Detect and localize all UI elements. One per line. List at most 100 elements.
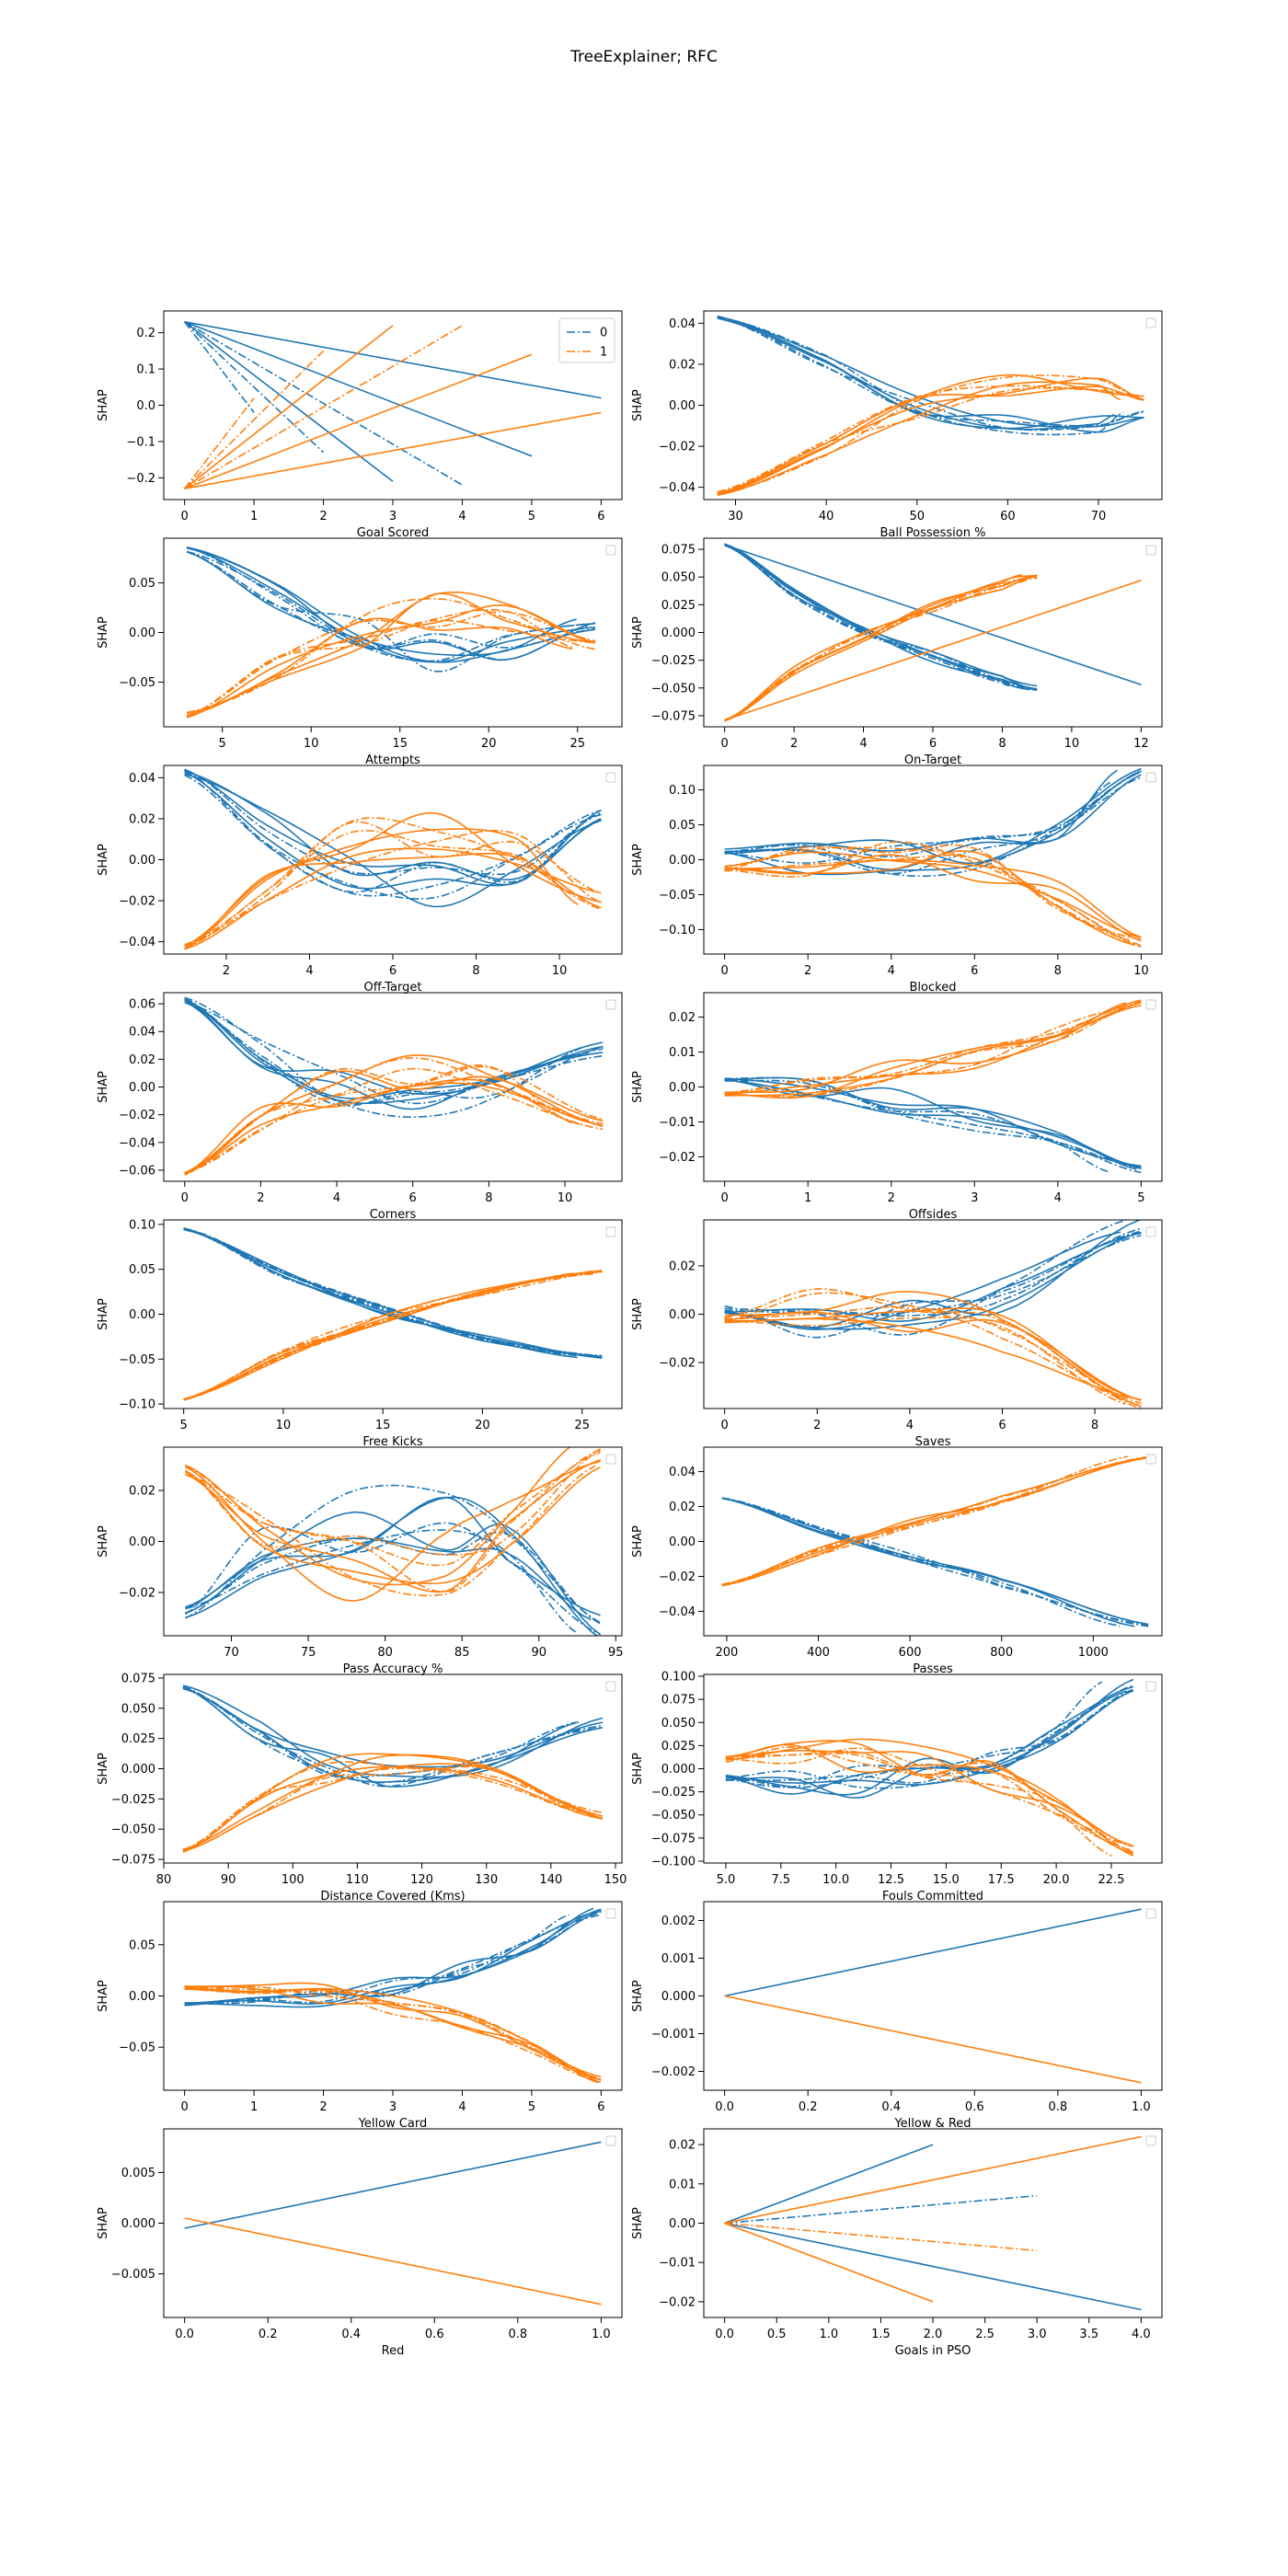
series-0-line — [724, 544, 1038, 692]
series-1-line — [184, 1460, 601, 1602]
series-1-line — [184, 325, 463, 489]
y-tick-label: −0.10 — [119, 1398, 155, 1412]
x-tick-label: 17.5 — [988, 1873, 1015, 1887]
series-0-line — [184, 1909, 602, 2006]
x-tick-label: 600 — [899, 1646, 922, 1660]
x-tick-label: 4.0 — [1132, 2328, 1151, 2341]
y-axis-label: SHAP — [631, 1753, 645, 1785]
series-1-line — [184, 829, 575, 949]
series-0-line — [721, 1497, 1149, 1626]
series-0-line — [184, 997, 604, 1107]
x-tick-label: 25 — [569, 737, 585, 751]
y-tick-label: 0.00 — [669, 854, 696, 868]
series-0-lines — [721, 1497, 1149, 1627]
x-tick-label: 1.0 — [1132, 2100, 1151, 2114]
x-tick-label: 400 — [807, 1646, 830, 1660]
series-1-line — [183, 1271, 603, 1400]
y-axis-label: SHAP — [631, 1071, 645, 1103]
series-0-lines — [724, 2144, 1142, 2311]
series-0-line — [724, 2144, 934, 2225]
y-tick-label: 0.00 — [669, 1081, 696, 1095]
x-tick-label: 15 — [375, 1419, 391, 1432]
plot-area — [724, 767, 1142, 948]
series-0-line — [184, 999, 604, 1110]
series-1-lines — [184, 811, 602, 950]
y-axis-label: SHAP — [631, 616, 645, 649]
series-1-line — [724, 574, 1038, 722]
series-0-line — [724, 1908, 1142, 1997]
x-axis-label: Corners — [370, 1208, 417, 1222]
plot-area — [183, 321, 602, 489]
x-tick-label: 6 — [929, 737, 937, 751]
series-1-line — [724, 1002, 1127, 1094]
series-0-line — [717, 317, 1115, 431]
series-1-line — [725, 1743, 1133, 1847]
x-tick-label: 2 — [319, 510, 327, 523]
series-0-line — [184, 1001, 590, 1119]
series-1-line — [725, 1750, 1134, 1854]
series-0-lines — [725, 1678, 1134, 1799]
y-axis-label: SHAP — [97, 1753, 110, 1785]
y-tick-label: 0.002 — [661, 1915, 696, 1928]
x-tick-label: 10 — [1064, 737, 1080, 751]
series-1-lines — [184, 1054, 604, 1176]
y-tick-label: −0.100 — [651, 1855, 696, 1869]
series-1-lines — [183, 325, 602, 489]
series-0-line — [184, 770, 602, 881]
series-1-line — [724, 1317, 1142, 1401]
subplot-3: 5 10 15 20 25 −0.05 0.00 0.05 Attempts SHAP — [97, 537, 623, 767]
series-0-line — [184, 1910, 602, 2005]
series-1-line — [184, 1082, 604, 1175]
series-0-line — [184, 773, 602, 908]
y-tick-label: 0.04 — [129, 1026, 155, 1040]
series-1-line — [717, 385, 1144, 494]
subplot-8: 0 1 2 3 4 5 −0.02 −0.01 0.00 0.01 0.02 Offsides SHAP — [631, 992, 1163, 1222]
x-tick-label: 0.6 — [965, 2100, 984, 2114]
y-tick-label: −0.02 — [659, 1357, 696, 1371]
y-axis-label: SHAP — [97, 1525, 110, 1558]
x-axis-label: Free Kicks — [362, 1435, 423, 1449]
series-0-line — [724, 1077, 1142, 1167]
x-tick-label: 1 — [250, 510, 258, 523]
series-1-line — [724, 851, 1142, 939]
x-tick-label: 0.5 — [767, 2328, 787, 2341]
series-0-line — [724, 767, 1142, 865]
series-1-line — [717, 381, 1121, 497]
subplot-12: 200 400 600 800 1000 −0.04 −0.02 0.00 0.02 0.04 Pa… — [631, 1446, 1163, 1676]
series-0-line — [717, 316, 1124, 436]
series-0-lines — [183, 321, 602, 486]
axes-frame — [703, 2128, 1163, 2318]
y-tick-label: 0.000 — [661, 1990, 696, 2004]
y-tick-label: 0.1 — [136, 363, 155, 377]
series-0-line — [184, 321, 463, 486]
y-axis-label: SHAP — [631, 2207, 645, 2239]
y-tick-label: 0.10 — [129, 1218, 155, 1232]
subplot-18: 0.0 0.5 1.0 1.5 2.0 2.5 3.0 3.5 4.0 −0.02 −0.01 0.0… — [631, 2128, 1163, 2358]
x-tick-label: 4 — [333, 1191, 340, 1205]
y-tick-label: 0.02 — [129, 812, 155, 826]
y-tick-label: 0.025 — [661, 599, 696, 613]
x-tick-label: 10 — [558, 1191, 573, 1205]
series-1-line — [724, 844, 1142, 941]
x-axis-label: Yellow & Red — [893, 2117, 971, 2131]
series-1-lines — [183, 1269, 603, 1401]
y-tick-label: −0.05 — [119, 676, 155, 690]
x-tick-label: 50 — [909, 510, 925, 523]
series-1-line — [724, 1292, 1142, 1405]
y-tick-label: −0.05 — [119, 1353, 155, 1367]
series-0-line — [182, 1685, 604, 1788]
series-0-line — [185, 1511, 602, 1636]
x-tick-label: 3 — [389, 2100, 397, 2114]
y-tick-label: −0.005 — [111, 2268, 155, 2282]
x-tick-label: 8 — [485, 1191, 492, 1205]
series-1-line — [183, 1269, 603, 1400]
x-tick-label: 8 — [472, 964, 479, 978]
y-axis-label: SHAP — [97, 2207, 110, 2239]
series-1-line — [724, 1004, 1142, 1099]
series-0-line — [185, 1484, 602, 1624]
series-1-line — [724, 854, 1142, 942]
x-tick-label: 100 — [282, 1873, 305, 1887]
series-0-line — [184, 321, 394, 482]
legend — [1145, 545, 1156, 556]
y-tick-label: 0.00 — [129, 1990, 155, 2004]
